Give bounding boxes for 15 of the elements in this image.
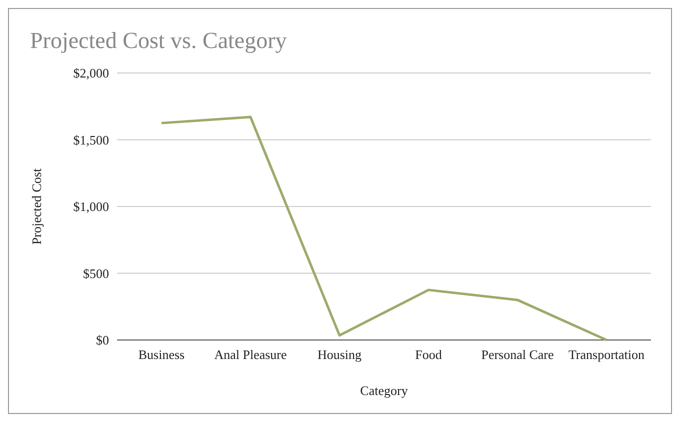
- x-tick-label: Food: [415, 347, 442, 362]
- y-axis-title: Projected Cost: [29, 168, 44, 245]
- y-tick-label: $500: [83, 266, 109, 281]
- line-series: [160, 116, 608, 342]
- x-tick-label: Transportation: [568, 347, 646, 362]
- chart-title: Projected Cost vs. Category: [30, 28, 288, 53]
- y-tick-label: $1,500: [73, 132, 109, 148]
- x-tick-label: Anal Pleasure: [214, 347, 288, 362]
- x-axis-title: Category: [360, 383, 408, 398]
- x-tick-label: Housing: [317, 347, 362, 362]
- x-tick-label: Business: [138, 347, 185, 362]
- y-tick-label: $0: [96, 332, 109, 348]
- y-tick-label: $1,000: [73, 199, 109, 214]
- x-tick-label: Personal Care: [481, 347, 554, 362]
- y-tick-label: $2,000: [73, 66, 109, 81]
